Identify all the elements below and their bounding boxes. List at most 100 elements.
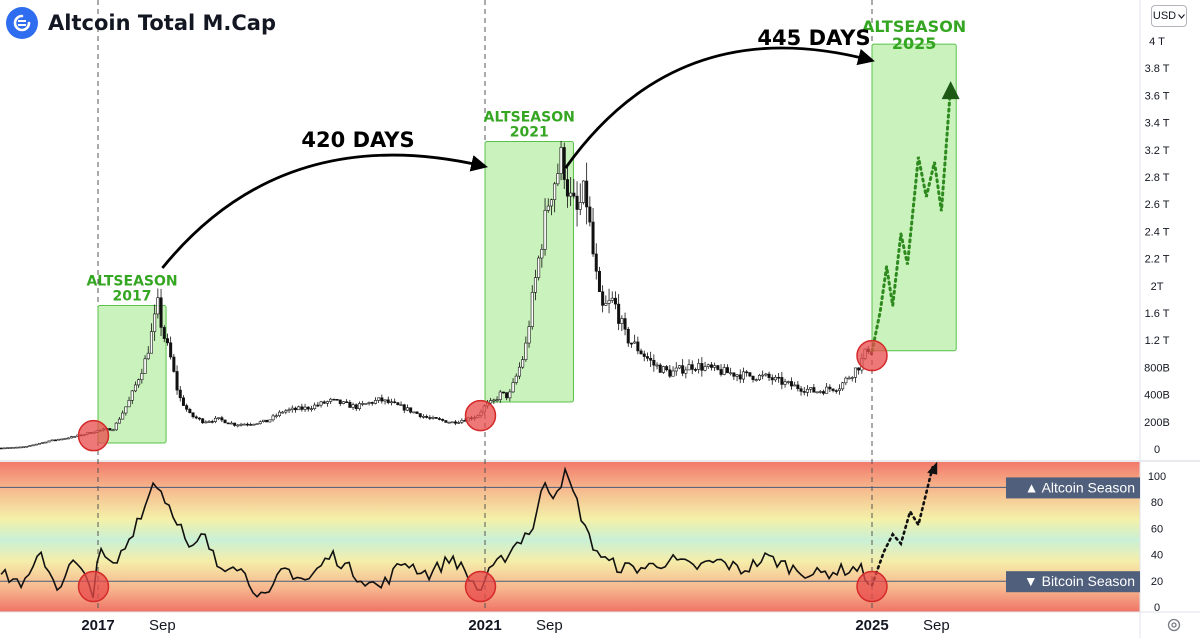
candle-body (639, 350, 643, 355)
candle-body (31, 444, 35, 447)
candle-body (281, 411, 285, 414)
candle-body (12, 446, 16, 449)
candle-body (217, 417, 221, 419)
reference-label-box (1006, 477, 1140, 499)
candle-body (687, 364, 691, 371)
candle-body (402, 404, 406, 411)
candle-body (850, 377, 854, 379)
candle-body (789, 381, 793, 387)
candle-body (271, 415, 275, 421)
candle-body (847, 377, 851, 380)
candle-body (441, 419, 445, 421)
candle-body (857, 367, 861, 371)
candle-body (300, 406, 304, 410)
index-axis-tick-label: 60 (1151, 523, 1163, 535)
candle-body (121, 412, 125, 420)
candle-body (629, 342, 633, 345)
altseason-label: ALTSEASON (862, 17, 966, 36)
candle-body (559, 147, 563, 174)
candle-body (668, 369, 672, 377)
candle-body (210, 421, 214, 423)
price-axis-tick-label: 2.8 T (1145, 172, 1170, 184)
candle-body (556, 173, 560, 185)
candle-body (786, 381, 790, 383)
candle-body (853, 367, 857, 378)
candle-body (313, 404, 317, 409)
candle-body (725, 367, 729, 374)
altcoin-logo-icon (6, 7, 38, 39)
candle-body (297, 406, 301, 411)
candle-body (722, 367, 726, 375)
candle-body (713, 365, 717, 368)
candle-body (345, 401, 349, 404)
candle-body (380, 397, 384, 402)
candle-body (610, 297, 614, 301)
candle-body (655, 364, 659, 367)
candle-body (716, 365, 720, 370)
candle-body (5, 447, 9, 449)
candle-body (201, 418, 205, 424)
candle-body (796, 384, 800, 390)
candle-body (527, 326, 531, 344)
candle-body (37, 442, 41, 445)
chevron-down-icon (1178, 13, 1186, 19)
candle-body (642, 353, 646, 357)
candle-body (623, 318, 627, 330)
candle-body (140, 373, 144, 380)
candle-body (540, 249, 544, 259)
candle-body (15, 446, 19, 449)
duration-arrow (161, 153, 488, 269)
candle-body (137, 379, 141, 386)
candle-body (809, 387, 813, 390)
candle-body (338, 399, 342, 404)
candle-body (636, 341, 640, 352)
price-axis-tick-label: 400B (1144, 390, 1170, 402)
candle-body (268, 419, 272, 423)
candle-body (156, 297, 160, 315)
altseason-year-label: 2017 (113, 289, 152, 305)
candle-body (674, 367, 678, 372)
candle-body (236, 424, 240, 427)
candle-body (831, 388, 835, 391)
candle-body (351, 404, 355, 408)
candle-body (524, 342, 528, 360)
candle-body (159, 297, 163, 328)
price-axis-tick-label: 2.6 T (1145, 199, 1170, 211)
candle-body (169, 342, 173, 358)
candle-body (773, 376, 777, 381)
candle-body (498, 391, 502, 400)
candle-body (585, 180, 589, 208)
candle-body (319, 401, 323, 406)
duration-label: 420 DAYS (301, 128, 414, 152)
candle-body (185, 405, 189, 410)
candle-body (537, 257, 541, 278)
chart-title-bar: Altcoin Total M.Cap (6, 6, 276, 40)
candle-body (127, 400, 131, 408)
candle-body (181, 397, 185, 406)
candle-body (188, 408, 192, 414)
index-entry-marker (856, 570, 888, 603)
candle-body (588, 206, 592, 223)
candle-body (431, 417, 435, 419)
candle-body (802, 391, 806, 393)
reference-label-box (1006, 571, 1140, 593)
candle-body (754, 379, 758, 381)
candle-body (770, 377, 774, 381)
gear-icon[interactable] (1166, 617, 1182, 633)
candle-body (277, 411, 281, 417)
candle-body (684, 369, 688, 374)
currency-button[interactable]: USD (1151, 5, 1187, 27)
candle-body (553, 183, 557, 200)
candle-body (591, 221, 595, 255)
price-axis-tick-label: 200B (1144, 417, 1170, 429)
candle-body (28, 445, 32, 447)
candle-body (837, 388, 841, 391)
altseason-year-label: 2021 (510, 125, 549, 141)
duration-label: 445 DAYS (757, 26, 870, 50)
altseason-label: ALTSEASON (484, 110, 575, 126)
candle-body (25, 445, 29, 448)
candle-body (47, 440, 51, 443)
candle-body (223, 419, 227, 424)
candle-body (261, 419, 265, 423)
